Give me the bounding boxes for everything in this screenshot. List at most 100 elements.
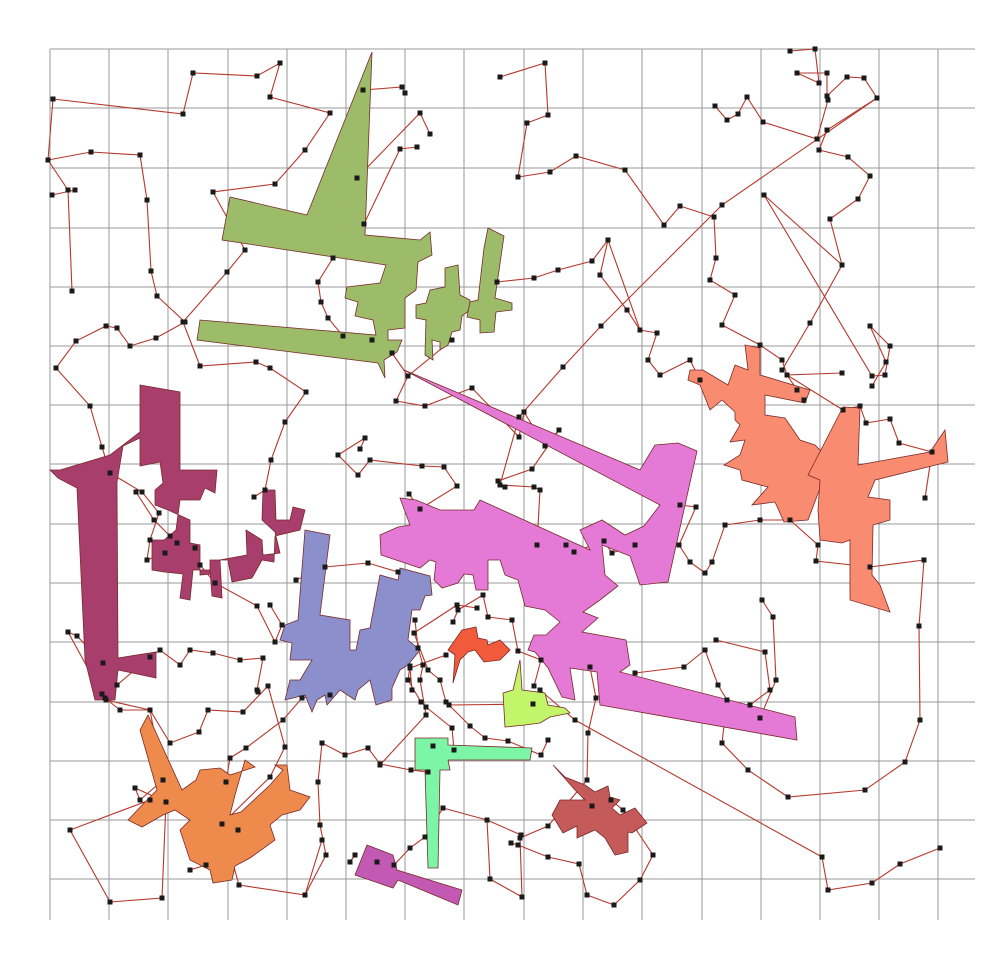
route-node bbox=[139, 489, 145, 495]
route-node bbox=[515, 174, 521, 180]
route-node bbox=[365, 560, 371, 566]
route-node bbox=[422, 403, 428, 409]
route-node bbox=[611, 902, 617, 908]
route-node bbox=[417, 110, 423, 116]
route-node bbox=[824, 70, 830, 76]
route-node bbox=[861, 75, 867, 81]
route-node bbox=[840, 407, 846, 413]
route-node bbox=[449, 337, 455, 343]
route-node bbox=[153, 335, 159, 341]
route-node bbox=[414, 144, 420, 150]
route-node bbox=[515, 842, 521, 848]
route-node bbox=[417, 506, 423, 512]
route-node bbox=[824, 93, 830, 99]
route-node bbox=[518, 832, 524, 838]
route-node bbox=[87, 403, 93, 409]
route-node bbox=[538, 657, 544, 663]
route-node bbox=[440, 805, 446, 811]
route-node bbox=[605, 237, 611, 243]
route-node bbox=[224, 269, 230, 275]
route-node bbox=[73, 338, 79, 344]
route-node bbox=[272, 639, 278, 645]
route-node bbox=[180, 111, 186, 117]
route-node bbox=[571, 549, 577, 555]
route-node bbox=[319, 837, 325, 843]
route-node bbox=[182, 319, 188, 325]
route-node bbox=[622, 167, 628, 173]
route-node bbox=[713, 637, 719, 643]
route-node bbox=[759, 597, 765, 603]
route-node bbox=[393, 398, 399, 404]
route-node bbox=[719, 740, 725, 746]
route-node bbox=[584, 892, 590, 898]
orange-red-shape bbox=[447, 626, 511, 684]
route-node bbox=[485, 614, 491, 620]
route-node bbox=[425, 667, 431, 673]
route-node bbox=[162, 550, 168, 556]
route-node bbox=[787, 517, 793, 523]
route-node bbox=[449, 725, 455, 731]
route-node bbox=[212, 580, 218, 586]
route-node bbox=[282, 419, 288, 425]
route-node bbox=[299, 695, 305, 701]
route-node bbox=[787, 48, 793, 54]
route-node bbox=[369, 337, 375, 343]
route-node bbox=[469, 385, 475, 391]
route-node bbox=[330, 255, 336, 261]
route-node bbox=[318, 299, 324, 305]
route-node bbox=[816, 147, 822, 153]
route-node bbox=[587, 664, 593, 670]
route-path-5 bbox=[499, 62, 805, 401]
route-node bbox=[814, 136, 820, 142]
route-node bbox=[327, 692, 333, 698]
route-node bbox=[537, 687, 543, 693]
route-node bbox=[516, 434, 522, 440]
route-node bbox=[711, 214, 717, 220]
route-node bbox=[102, 695, 108, 701]
route-node bbox=[867, 564, 873, 570]
route-node bbox=[203, 862, 209, 868]
route-node bbox=[917, 717, 923, 723]
route-node bbox=[357, 446, 363, 452]
route-node bbox=[354, 175, 360, 181]
route-node bbox=[824, 127, 830, 133]
route-node bbox=[537, 487, 543, 493]
route-node bbox=[147, 707, 153, 713]
route-node bbox=[137, 152, 143, 158]
route-node bbox=[719, 322, 725, 328]
route-node bbox=[497, 482, 503, 488]
route-node bbox=[632, 542, 638, 548]
route-node bbox=[441, 464, 447, 470]
salmon-shape-part bbox=[807, 406, 949, 613]
route-node bbox=[197, 363, 203, 369]
route-node bbox=[114, 325, 120, 331]
route-node bbox=[409, 687, 415, 693]
route-node bbox=[555, 267, 561, 273]
route-node bbox=[545, 854, 551, 860]
route-node bbox=[377, 762, 383, 768]
route-node bbox=[272, 181, 278, 187]
route-node bbox=[735, 111, 741, 117]
route-node bbox=[757, 342, 763, 348]
route-node bbox=[325, 315, 331, 321]
route-node bbox=[260, 655, 266, 661]
route-node bbox=[147, 537, 153, 543]
route-node bbox=[813, 558, 819, 564]
route-node bbox=[608, 797, 614, 803]
route-node bbox=[407, 845, 413, 851]
route-node bbox=[862, 787, 868, 793]
route-node bbox=[395, 569, 401, 575]
route-node bbox=[545, 823, 551, 829]
route-node bbox=[585, 730, 591, 736]
route-node bbox=[632, 670, 638, 676]
route-node bbox=[661, 222, 667, 228]
route-node bbox=[107, 470, 113, 476]
route-node bbox=[412, 617, 418, 623]
route-path-1 bbox=[47, 98, 73, 292]
route-node bbox=[418, 699, 424, 705]
route-node bbox=[192, 545, 198, 551]
route-node bbox=[657, 372, 663, 378]
route-node bbox=[303, 389, 309, 395]
route-node bbox=[422, 834, 428, 840]
